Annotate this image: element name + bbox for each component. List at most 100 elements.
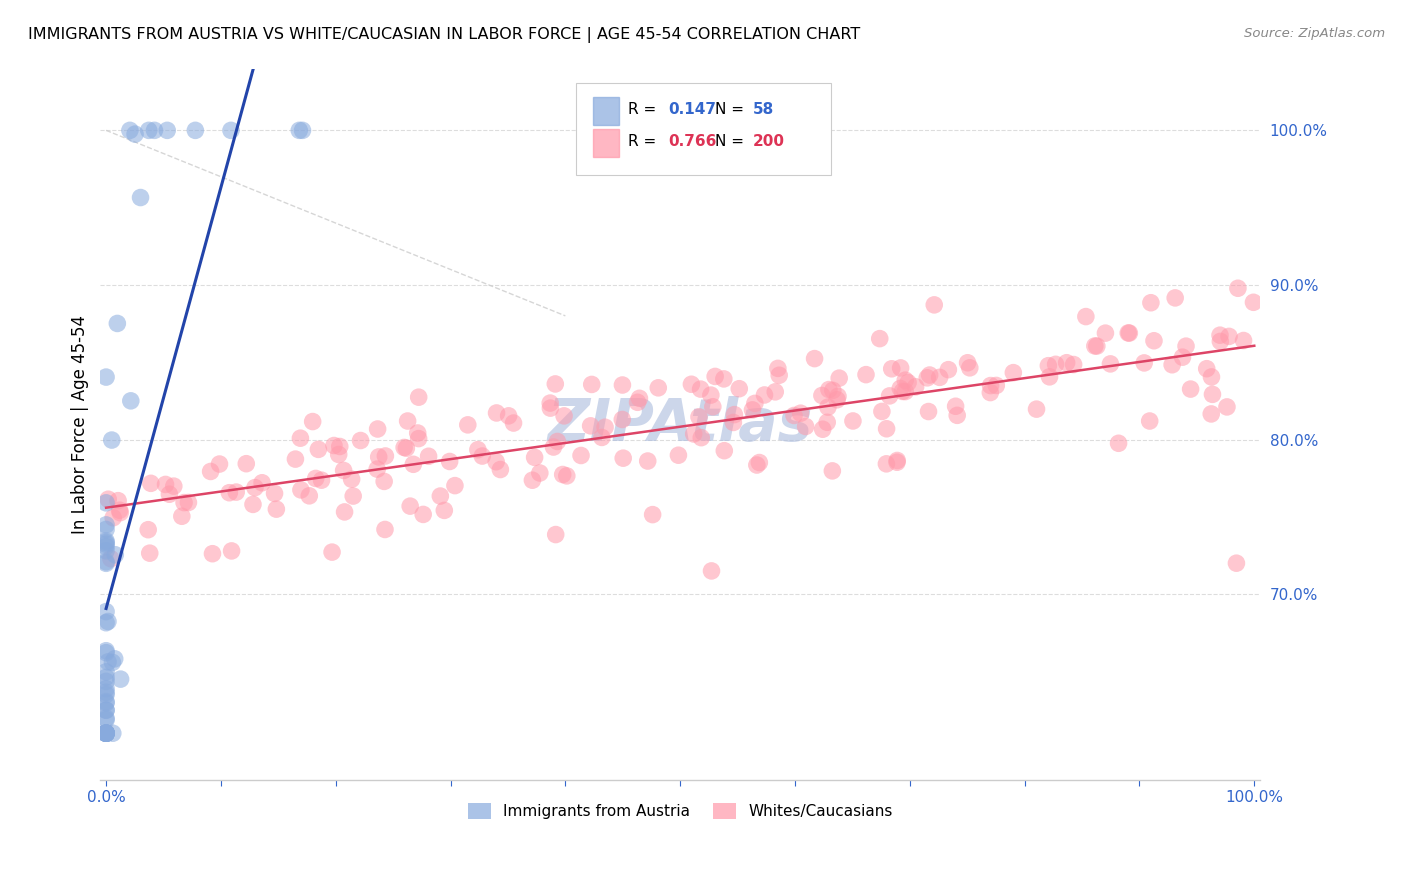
Point [1243, 295, 1265, 310]
FancyBboxPatch shape [576, 83, 831, 175]
Point [723, 416, 745, 430]
Point [433, 503, 456, 517]
Point [94, 696, 117, 710]
Text: 0.766: 0.766 [669, 135, 717, 149]
Text: N =: N = [716, 135, 749, 149]
Point [290, 431, 312, 445]
Point [94, 517, 117, 532]
Point [408, 432, 430, 446]
Point [723, 408, 745, 422]
Point [143, 123, 166, 137]
Point [1085, 339, 1108, 353]
Point [307, 442, 329, 457]
Bar [593, 129, 619, 157]
Point [342, 489, 364, 503]
Point [783, 409, 806, 423]
Point [250, 475, 273, 490]
Point [522, 473, 544, 487]
Point [713, 372, 735, 386]
Point [177, 495, 200, 509]
Point [956, 356, 979, 370]
Point [817, 400, 839, 414]
Point [408, 390, 430, 404]
Point [1140, 295, 1163, 310]
Point [789, 406, 811, 420]
Point [637, 454, 659, 468]
Point [702, 400, 724, 414]
Point [110, 672, 132, 686]
Point [821, 464, 844, 478]
Point [266, 502, 288, 516]
Text: ZIPAtlas: ZIPAtlas [547, 395, 813, 452]
Point [392, 441, 415, 455]
Point [1171, 350, 1194, 364]
Point [225, 485, 247, 500]
Point [700, 564, 723, 578]
Point [904, 380, 927, 394]
Point [412, 508, 434, 522]
Point [1199, 407, 1222, 421]
Point [94, 615, 117, 630]
Point [821, 384, 844, 398]
Point [938, 362, 960, 376]
Point [544, 376, 567, 391]
Point [569, 449, 592, 463]
Point [366, 462, 388, 476]
Point [612, 412, 634, 426]
Point [728, 382, 751, 396]
Bar [593, 97, 619, 126]
Point [689, 382, 711, 396]
Point [690, 431, 713, 445]
Point [108, 506, 131, 520]
Point [396, 414, 419, 428]
Point [94, 670, 117, 684]
Point [367, 422, 389, 436]
Point [1002, 366, 1025, 380]
Text: 0.147: 0.147 [669, 103, 717, 117]
Point [94, 726, 117, 740]
Point [139, 476, 162, 491]
Point [219, 123, 242, 137]
Point [546, 434, 568, 449]
Point [94, 726, 117, 740]
Point [94, 535, 117, 549]
Point [745, 458, 768, 472]
Point [242, 497, 264, 511]
Point [741, 403, 763, 417]
Point [367, 450, 389, 464]
Point [373, 475, 395, 489]
Point [1074, 310, 1097, 324]
Point [647, 381, 669, 395]
Point [1226, 281, 1249, 295]
Point [173, 495, 195, 509]
Point [1118, 326, 1140, 340]
Point [457, 417, 479, 432]
Point [170, 509, 193, 524]
Legend: Immigrants from Austria, Whites/Caucasians: Immigrants from Austria, Whites/Caucasia… [461, 797, 898, 825]
Point [890, 360, 912, 375]
Point [136, 523, 159, 537]
Point [218, 485, 240, 500]
Point [124, 127, 146, 141]
Point [104, 548, 127, 562]
Point [94, 713, 117, 727]
Point [138, 123, 160, 137]
Text: R =: R = [628, 103, 661, 117]
Point [713, 443, 735, 458]
Point [827, 389, 849, 403]
Point [828, 371, 851, 385]
Point [107, 493, 129, 508]
Point [628, 392, 651, 406]
Point [1209, 328, 1232, 343]
Point [754, 388, 776, 402]
Point [94, 726, 117, 740]
Point [869, 332, 891, 346]
Point [94, 681, 117, 696]
Point [100, 551, 122, 566]
Point [94, 695, 117, 709]
Point [328, 448, 350, 462]
Point [1063, 358, 1085, 372]
Point [101, 726, 124, 740]
Point [641, 508, 664, 522]
Point [579, 418, 602, 433]
